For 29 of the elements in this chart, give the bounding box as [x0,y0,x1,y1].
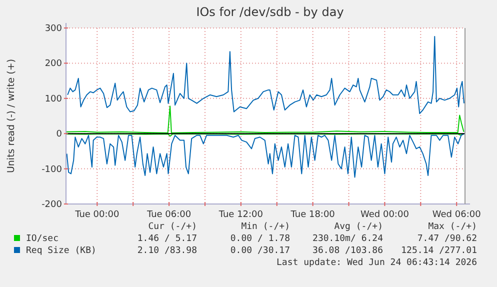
text: Last update: Wed Jun 24 06:43:14 2026 [276,258,477,268]
text: 0.00 /30.17 [230,246,290,256]
text: 1.46 / 5.17 [137,234,197,244]
text: 7.47 /90.62 [417,234,477,244]
y-axis-title: Units read (-) / write (+) [6,58,17,174]
text: Cur (-/+) [148,222,197,232]
y-tick-label: -100 [42,164,62,175]
x-tick-label: Tue 00:00 [74,210,120,220]
y-tick-label: 200 [44,59,62,70]
text: Min (-/+) [241,222,290,232]
text: 230.10m/ 6.24 [312,234,383,244]
y-tick-label: 100 [44,94,62,104]
text: 125.14 /277.01 [401,246,477,256]
text: 2.10 /83.98 [137,246,197,256]
text: Avg (-/+) [334,222,383,232]
legend-label: IO/sec [26,234,59,244]
chart-title: IOs for /dev/sdb - by day [196,5,344,19]
text: 36.08 /103.86 [312,246,383,256]
x-tick-label: Wed 00:00 [360,210,410,220]
x-tick-label: Tue 18:00 [290,210,336,220]
text: 0.00 / 1.78 [230,234,290,244]
x-tick-label: Tue 12:00 [218,210,264,220]
y-tick-label: -200 [42,200,62,210]
text: Max (-/+) [428,222,477,232]
y-tick-label: 0 [56,130,62,140]
y-tick-label: 300 [44,24,62,34]
legend-label: Req Size (KB) [26,246,96,256]
x-tick-label: Wed 06:00 [432,210,482,220]
x-tick-label: Tue 06:00 [146,210,192,220]
